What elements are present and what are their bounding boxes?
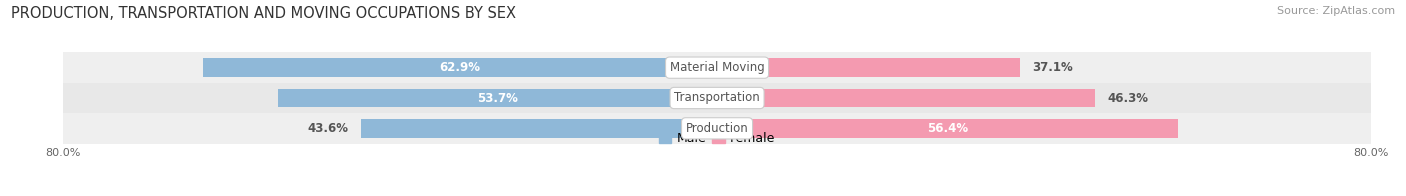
Bar bbox=[63, 113, 1371, 143]
Text: 62.9%: 62.9% bbox=[440, 61, 481, 74]
Text: Production: Production bbox=[686, 122, 748, 135]
Text: 37.1%: 37.1% bbox=[1032, 61, 1073, 74]
Text: Transportation: Transportation bbox=[675, 92, 759, 104]
Bar bbox=[361, 119, 717, 138]
Text: 46.3%: 46.3% bbox=[1108, 92, 1149, 104]
Text: 56.4%: 56.4% bbox=[927, 122, 969, 135]
Text: Material Moving: Material Moving bbox=[669, 61, 765, 74]
Text: Source: ZipAtlas.com: Source: ZipAtlas.com bbox=[1277, 6, 1395, 16]
Bar bbox=[63, 83, 1371, 113]
Text: 53.7%: 53.7% bbox=[477, 92, 517, 104]
Text: PRODUCTION, TRANSPORTATION AND MOVING OCCUPATIONS BY SEX: PRODUCTION, TRANSPORTATION AND MOVING OC… bbox=[11, 6, 516, 21]
Bar bbox=[278, 89, 717, 107]
Bar bbox=[202, 58, 717, 77]
Text: 43.6%: 43.6% bbox=[308, 122, 349, 135]
Bar bbox=[63, 53, 1371, 83]
Bar bbox=[717, 89, 1095, 107]
Bar bbox=[717, 58, 1021, 77]
Legend: Male, Female: Male, Female bbox=[654, 127, 780, 150]
Bar bbox=[717, 119, 1178, 138]
